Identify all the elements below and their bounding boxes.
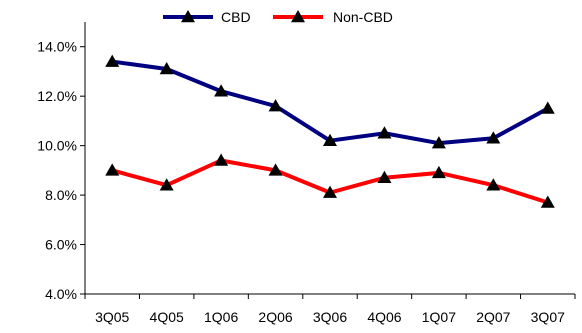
x-tick-label: 3Q07 [531,309,565,325]
y-tick-label: 12.0% [37,88,77,104]
x-tick-label: 2Q07 [476,309,510,325]
data-point-non-cbd [105,163,120,176]
series-non-cbd [105,153,555,208]
x-axis-ticks: 3Q05 4Q05 1Q06 2Q06 3Q06 4Q06 1Q07 2Q07 3Q07 [84,294,576,325]
data-point-non-cbd [431,165,446,179]
y-tick-label: 4.0% [45,286,77,302]
series-line-cbd [111,59,549,146]
data-point-cbd [214,84,229,97]
legend-item-non-cbd: Non-CBD [273,9,393,25]
series-layer [105,54,555,208]
data-point-cbd [486,131,501,144]
data-point-non-cbd [540,195,555,208]
legend-marker [181,10,195,23]
series-cbd [105,54,555,149]
data-point-cbd [105,54,120,67]
data-point-cbd [323,133,337,146]
data-point-non-cbd [268,163,283,176]
x-tick-label: 3Q06 [313,309,347,325]
data-point-non-cbd [323,185,337,198]
data-point-non-cbd [214,153,229,166]
data-point-non-cbd [486,178,501,191]
x-tick-label: 4Q06 [367,309,401,325]
y-tick-label: 8.0% [45,187,77,203]
y-tick-label: 14.0% [37,39,77,55]
y-axis-ticks: 4.0% 6.0% 8.0% 10.0% 12.0% 14.0% [37,39,85,302]
legend-item-cbd: CBD [163,9,251,25]
legend-marker [291,10,305,23]
legend-label: CBD [221,9,251,25]
data-point-cbd [431,136,446,149]
legend: CBD Non-CBD [163,9,393,25]
x-tick-label: 3Q05 [95,309,129,325]
data-point-non-cbd [159,178,174,191]
data-point-non-cbd [377,170,392,184]
y-tick-label: 10.0% [37,138,77,154]
y-tick-label: 6.0% [45,237,77,253]
x-tick-label: 4Q05 [150,309,184,325]
data-point-cbd [540,101,555,114]
data-point-cbd [268,99,283,112]
x-tick-label: 1Q06 [204,309,238,325]
x-tick-label: 1Q07 [422,309,456,325]
legend-label: Non-CBD [333,9,393,25]
x-tick-label: 2Q06 [258,309,292,325]
data-point-cbd [377,126,392,139]
data-point-cbd [159,61,174,75]
